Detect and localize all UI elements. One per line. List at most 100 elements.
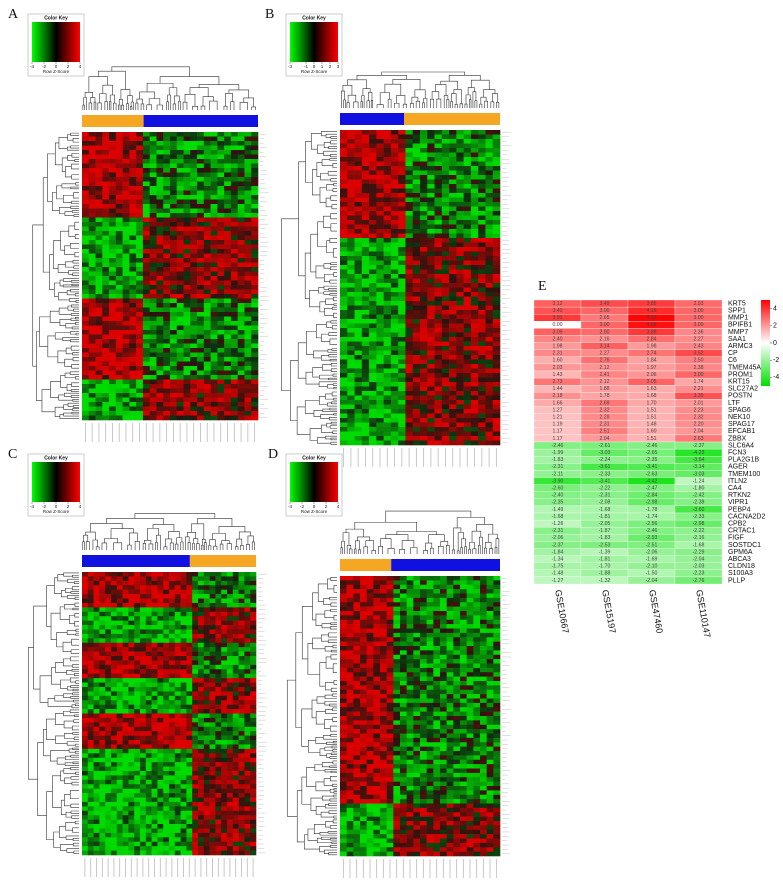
- heatmap-cell: [140, 642, 147, 648]
- heatmap-cell: [412, 224, 421, 230]
- heatmap-cell: [95, 388, 103, 394]
- heatmap-cell: [485, 418, 494, 423]
- heatmap-cell: [215, 691, 222, 697]
- heatmap-cell: [383, 197, 392, 203]
- heatmap-cell: [237, 339, 245, 344]
- dendrogram: [135, 102, 139, 110]
- heatmap-cell: [441, 134, 450, 140]
- heatmap-cell: [492, 215, 501, 221]
- heatmap-cell: [251, 393, 259, 398]
- heatmap-cell: [99, 638, 106, 644]
- heatmap-cell: [492, 400, 501, 405]
- heatmap-cell: [250, 695, 257, 701]
- heatmap-cell: [485, 193, 494, 198]
- heatmap-cell: [180, 660, 187, 666]
- heatmap-cell: [463, 400, 472, 405]
- heatmap-cell: [224, 136, 232, 142]
- dendrogram: [65, 323, 76, 329]
- heatmap-cell: [156, 384, 164, 389]
- heatmap-cell: [197, 181, 205, 187]
- heatmap-cell: [115, 172, 123, 178]
- heatmap-cell: [105, 647, 112, 652]
- heatmap-cell: [190, 222, 198, 227]
- heatmap-cell: [102, 199, 110, 205]
- heatmap-cell: [463, 274, 472, 279]
- heatmap-cell: [163, 262, 171, 268]
- heatmap-cell: [251, 217, 259, 223]
- heatmap-cell: [251, 312, 259, 317]
- heatmap-cell: [449, 278, 457, 284]
- heatmap-cell: [163, 379, 171, 385]
- heatmap-cell: [102, 415, 110, 421]
- heatmap-cell: [163, 620, 170, 626]
- heatmap-cell: [176, 415, 184, 421]
- heatmap-cell: [163, 411, 171, 416]
- dendrogram: [67, 305, 74, 311]
- heatmap-cell: [224, 303, 232, 308]
- dendrogram: [185, 536, 190, 550]
- dendrogram: [104, 538, 118, 543]
- heatmap-cell: [210, 303, 218, 308]
- heatmap-cell: [420, 215, 428, 221]
- dendrogram: [65, 261, 74, 268]
- heatmap-cell: [102, 289, 110, 295]
- heatmap-cell: [398, 292, 406, 297]
- heatmap-cell: [82, 406, 90, 412]
- heatmap-cell: [238, 660, 245, 666]
- heatmap-cell: [244, 190, 252, 196]
- heatmap-cell: [485, 251, 494, 257]
- heatmap-cell: [116, 704, 123, 710]
- heatmap-cell: [412, 166, 421, 171]
- heatmap-cell: [420, 431, 428, 437]
- heatmap-cell: [145, 625, 152, 630]
- heatmap-cell: [134, 669, 141, 675]
- heatmap-cell: [412, 395, 421, 401]
- heatmap-cell: [244, 695, 251, 701]
- heatmap-cell: [149, 352, 157, 358]
- heatmap-cell: [122, 616, 129, 621]
- heatmap-cell: [340, 161, 348, 167]
- heatmap-cell: [102, 379, 110, 385]
- heatmap-cell: [354, 170, 363, 176]
- heatmap-cell: [170, 208, 178, 214]
- heatmap-cell: [376, 247, 384, 252]
- heatmap-cell: [82, 249, 90, 254]
- heatmap-cell: [198, 585, 205, 590]
- heatmap-cell: [215, 686, 222, 692]
- heatmap-cell: [122, 397, 130, 403]
- heatmap-cell: [169, 589, 176, 595]
- dendrogram: [362, 88, 371, 96]
- heatmap-cell: [180, 669, 187, 675]
- heatmap-cell: [215, 642, 222, 648]
- dendrogram: [95, 546, 100, 550]
- heatmap-cell: [190, 307, 198, 313]
- heatmap-cell: [145, 611, 152, 617]
- heatmap-cell: [198, 678, 205, 683]
- heatmap-cell: [163, 722, 170, 728]
- heatmap-cell: [99, 691, 106, 697]
- heatmap-cell: [156, 330, 164, 335]
- heatmap-cell: [170, 366, 178, 371]
- heatmap-cell: [237, 195, 245, 200]
- heatmap-cell: [441, 400, 450, 405]
- heatmap-cell: [190, 186, 198, 191]
- heatmap-cell: [463, 427, 472, 432]
- heatmap-cell: [129, 361, 137, 367]
- heatmap-cell: [347, 395, 355, 401]
- heatmap-cell: [169, 620, 176, 626]
- heatmap-cell: [470, 440, 479, 446]
- heatmap-cell: [156, 285, 164, 290]
- heatmap-cell: [134, 651, 141, 657]
- heatmap-cell: [192, 686, 199, 692]
- heatmap-cell: [169, 611, 176, 617]
- heatmap-cell: [420, 364, 428, 369]
- heatmap-cell: [95, 276, 103, 281]
- heatmap-cell: [244, 348, 252, 353]
- heatmap-cell: [390, 400, 399, 405]
- heatmap-cell: [232, 717, 239, 723]
- heatmap-cell: [347, 170, 355, 176]
- heatmap-cell: [376, 256, 384, 261]
- heatmap-cell: [470, 251, 479, 257]
- heatmap-cell: [449, 328, 457, 333]
- heatmap-cell: [478, 238, 486, 243]
